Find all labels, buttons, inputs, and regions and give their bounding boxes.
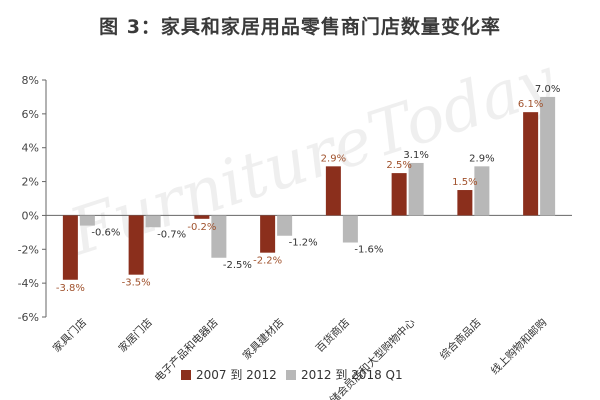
bar <box>474 166 490 216</box>
bar <box>391 173 407 216</box>
bar <box>408 162 424 216</box>
bar <box>523 112 539 216</box>
data-label: 2.9% <box>469 153 494 164</box>
data-label: 2.9% <box>321 153 346 164</box>
data-label: -1.6% <box>354 245 383 256</box>
bar <box>325 166 341 216</box>
bar <box>145 215 161 228</box>
data-label: 7.0% <box>535 84 560 95</box>
category-label: 百货商店 <box>313 316 352 355</box>
bar <box>211 215 227 258</box>
y-tick-label: 6% <box>22 108 39 121</box>
data-label: -2.2% <box>253 256 282 267</box>
y-tick-label: 2% <box>22 176 39 189</box>
axes: -6% -4% -2% 0% 2% 4% 6% 8% <box>18 74 572 324</box>
data-label: -3.5% <box>122 278 151 289</box>
y-tick-label: 8% <box>22 74 39 87</box>
legend-swatch <box>181 370 191 380</box>
value-labels: -3.8% -0.6% -3.5% -0.7%-0.2% -2.5% -2.2% -1.2%… <box>56 84 560 294</box>
data-label: 2.5% <box>386 160 411 171</box>
data-label: 1.5% <box>452 177 477 188</box>
y-tick-label: 4% <box>22 142 39 155</box>
y-tick-label: 0% <box>22 209 39 222</box>
legend-label: 2012 到 2018 Q1 <box>301 368 403 382</box>
data-label: 3.1% <box>403 150 428 161</box>
bar <box>457 190 473 216</box>
bar <box>540 96 556 216</box>
bar <box>342 215 358 243</box>
category-label: 家居门店 <box>116 316 155 355</box>
data-label: -0.2% <box>187 222 216 233</box>
bar <box>62 215 78 280</box>
legend-label: 2007 到 2012 <box>196 368 277 382</box>
data-label: -0.6% <box>91 228 120 239</box>
y-tick-label: -4% <box>18 277 39 290</box>
data-label: -1.2% <box>289 238 318 249</box>
bar <box>260 215 276 253</box>
category-label: 线上购物和邮购 <box>488 316 549 377</box>
legend: 2007 到 2012 2012 到 2018 Q1 <box>181 368 403 382</box>
bar <box>194 215 210 219</box>
data-label: -2.5% <box>223 260 252 271</box>
bar <box>128 215 144 275</box>
chart-title: 图 3：家具和家居用品零售商门店数量变化率 <box>99 16 501 38</box>
data-label: 6.1% <box>518 99 543 110</box>
y-tick-label: -6% <box>18 311 39 324</box>
bars <box>62 96 556 280</box>
category-label: 家具门店 <box>50 316 89 355</box>
legend-swatch <box>286 370 296 380</box>
data-label: -3.8% <box>56 283 85 294</box>
category-label: 家具建材店 <box>240 316 286 362</box>
category-label: 综合商品店 <box>437 316 483 362</box>
y-tick-label: -2% <box>18 243 39 256</box>
bar <box>79 215 95 226</box>
bar <box>277 215 293 236</box>
data-label: -0.7% <box>157 229 186 240</box>
